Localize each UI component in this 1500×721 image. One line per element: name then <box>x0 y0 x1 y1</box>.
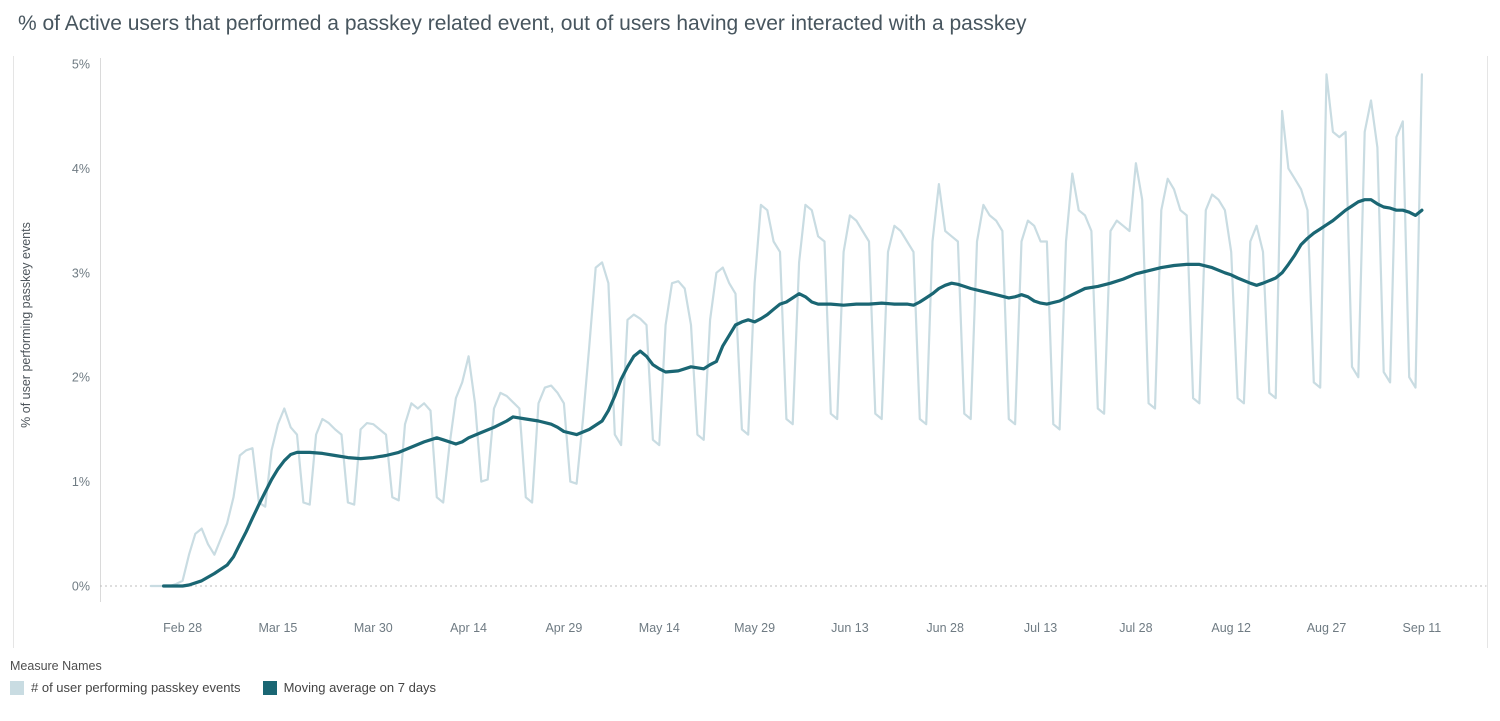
x-tick-label: Jul 28 <box>1119 621 1152 635</box>
x-tick-label: May 14 <box>639 621 680 635</box>
line-chart[interactable]: 0% 1% 2% 3% 4% 5% Feb 28 Mar 15 Mar 30 Apr 14 Apr … <box>0 44 1500 656</box>
legend-item-moving-average[interactable]: Moving average on 7 days <box>262 680 437 695</box>
y-tick-label: 1% <box>72 475 90 489</box>
y-tick-label: 5% <box>72 58 90 72</box>
x-tick-label: Apr 14 <box>450 621 487 635</box>
moving-average-line[interactable] <box>162 198 1424 588</box>
x-tick-label: May 29 <box>734 621 775 635</box>
x-tick-label: Aug 12 <box>1211 621 1251 635</box>
chart-area: 0% 1% 2% 3% 4% 5% Feb 28 Mar 15 Mar 30 Apr 14 Apr … <box>0 44 1500 656</box>
y-tick-label: 2% <box>72 371 90 385</box>
legend-item-daily-series[interactable]: # of user performing passkey events <box>10 680 241 695</box>
moving-average-label: Moving average on 7 days <box>283 680 437 695</box>
y-tick-label: 3% <box>72 266 90 280</box>
y-tick-label: 0% <box>72 580 90 594</box>
x-tick-label: Aug 27 <box>1307 621 1347 635</box>
chart-title: % of Active users that performed a passk… <box>18 12 1027 35</box>
daily-series-swatch <box>10 680 24 695</box>
x-tick-label: Sep 11 <box>1403 621 1442 635</box>
x-tick-label: Jun 28 <box>926 621 964 635</box>
y-axis-title: % of user performing passkey events <box>19 222 33 428</box>
legend: Measure Names # of user performing passk… <box>0 656 1500 721</box>
x-tick-label: Mar 15 <box>258 621 297 635</box>
x-tick-label: Apr 29 <box>545 621 582 635</box>
legend-title: Measure Names <box>10 659 102 673</box>
y-tick-label: 4% <box>72 162 90 176</box>
x-tick-label: Jul 13 <box>1024 621 1057 635</box>
x-tick-label: Mar 30 <box>354 621 393 635</box>
daily-series-line[interactable] <box>149 73 1423 588</box>
moving-average-swatch <box>262 680 277 695</box>
legend-items: # of user performing passkey events Movi… <box>10 680 1500 695</box>
x-tick-label: Jun 13 <box>831 621 869 635</box>
x-tick-label: Feb 28 <box>163 621 202 635</box>
daily-series-label: # of user performing passkey events <box>31 680 241 695</box>
